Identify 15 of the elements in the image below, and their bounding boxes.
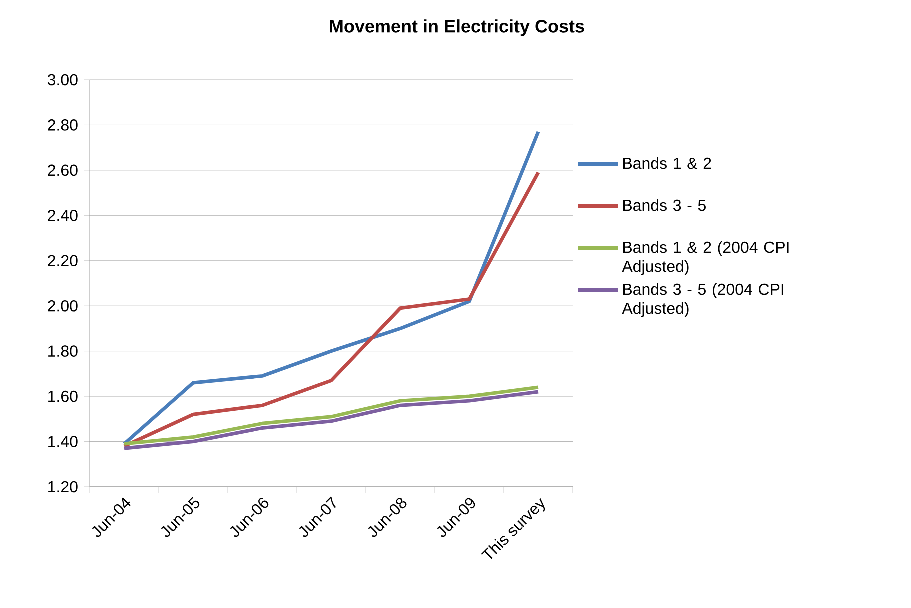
legend-label: Bands 1 & 2 [624,157,712,170]
y-tick-label: 1.40 [48,436,78,448]
y-tick-label: 1.20 [48,481,78,493]
legend-label: Bands 3 - 5 (2004 CPI Adjusted) [622,283,784,318]
legend-label: Bands 3 - 5 [624,199,706,212]
y-tick-label: 1.60 [48,390,78,402]
y-tick-label: 1.80 [48,346,78,357]
y-tick-label: 2.40 [48,210,78,222]
chart-title: Movement in Electricity Costs [330,20,584,36]
y-tick-label: 2.00 [48,300,78,312]
y-tick-label: 3.00 [48,74,78,86]
y-tick-label: 2.20 [48,255,78,267]
legend-label: Bands 1 & 2 (2004 CPI Adjusted) [622,241,789,276]
y-tick-label: 2.80 [48,120,78,131]
y-tick-label: 2.60 [48,164,78,176]
